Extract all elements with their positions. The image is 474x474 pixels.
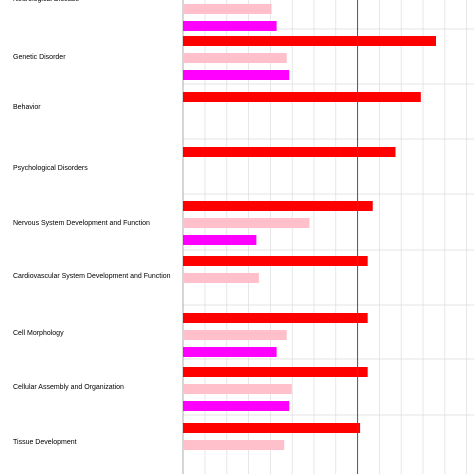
bar-1: [183, 201, 373, 211]
category-label: Cellular Assembly and Organization: [13, 384, 124, 391]
bar-1: [183, 92, 421, 102]
bar-2: [183, 4, 272, 14]
bar-2: [183, 218, 310, 228]
category-label: Cardiovascular System Development and Fu…: [13, 273, 171, 280]
bar-2: [183, 440, 285, 450]
bar-2: [183, 384, 292, 394]
bar-3: [183, 70, 290, 80]
category-label: Nervous System Development and Function: [13, 220, 150, 227]
bar-1: [183, 147, 396, 157]
category-labels: Neurological Disease Genetic Disorder Beha…: [13, 0, 171, 446]
bar-2: [183, 53, 287, 63]
bar-1: [183, 313, 368, 323]
bar-3: [183, 235, 257, 245]
bar-2: [183, 330, 287, 340]
bar-3: [183, 347, 277, 357]
bar-3: [183, 401, 290, 411]
bar-3: [183, 21, 277, 31]
bars: [183, 4, 436, 450]
category-label: Tissue Development: [13, 439, 77, 446]
bar-1: [183, 423, 361, 433]
bar-1: [183, 367, 368, 377]
bar-1: [183, 36, 436, 46]
category-label: Psychological Disorders: [13, 165, 88, 172]
bar-1: [183, 256, 368, 266]
category-label: Genetic Disorder: [13, 54, 66, 61]
category-label: Behavior: [13, 104, 41, 111]
category-label: Cell Morphology: [13, 330, 64, 337]
category-label: Neurological Disease: [13, 0, 79, 3]
bar-2: [183, 273, 259, 283]
